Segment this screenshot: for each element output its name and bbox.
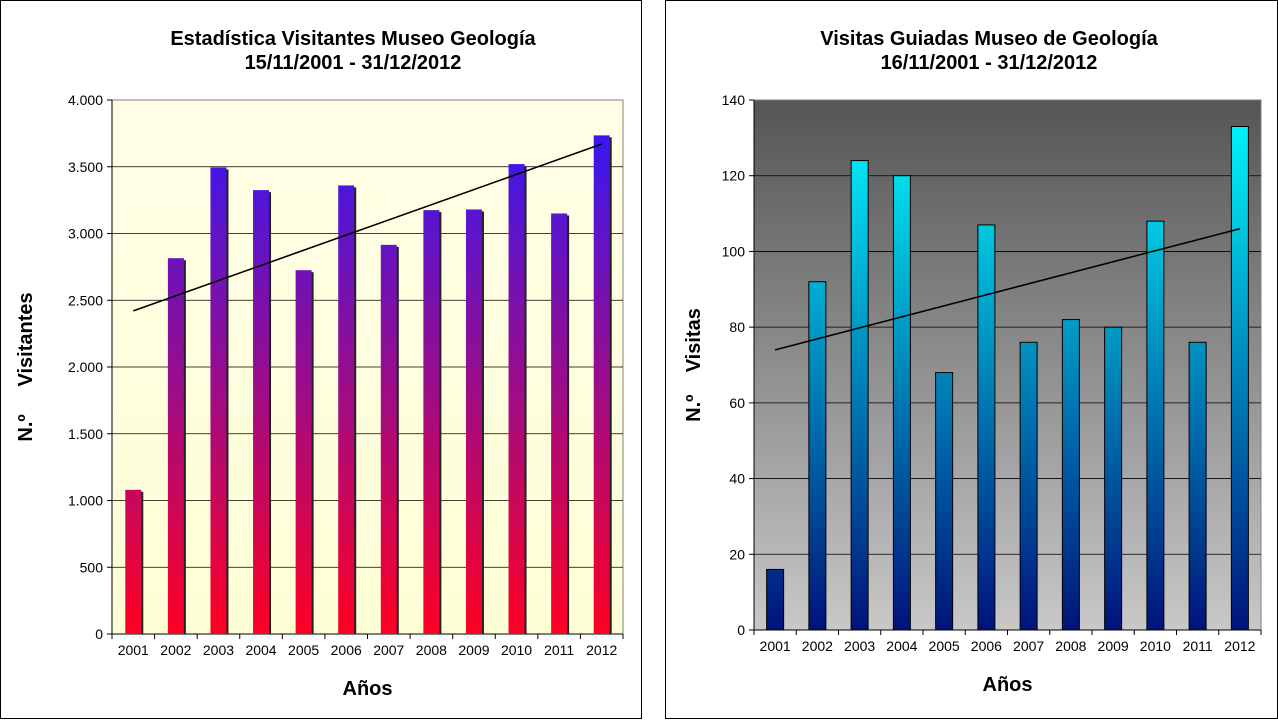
y-tick-labels: 0 500 1.000 1.500 2.000 2.500 3.000 3.500 4.000 (68, 92, 103, 642)
bar-2004 (253, 190, 270, 635)
y-tick-label: 100 (722, 243, 746, 259)
trendline (774, 227, 1241, 351)
x-tick-label: 2008 (416, 642, 447, 658)
x-tick-label: 2005 (288, 642, 319, 658)
bar-2010 (508, 164, 525, 634)
y-tick-label: 40 (729, 471, 745, 487)
bar-2001 (766, 568, 785, 631)
trendline-group (133, 143, 602, 312)
y-tick-label: 3.500 (68, 159, 103, 175)
x-tick-label: 2004 (245, 642, 276, 658)
y-axis-label: N.º Visitas (683, 308, 705, 422)
bar-2011 (1188, 341, 1207, 631)
bar-2003 (850, 160, 869, 631)
trendline-group (774, 227, 1241, 351)
y-axis-label: N.º Visitantes (15, 292, 37, 441)
x-tick-labels: 2001 2002 2003 2004 2005 2006 2007 2008 2009 2010… (118, 642, 618, 658)
y-tick-label: 1.500 (68, 426, 103, 442)
x-tick-label: 2004 (886, 638, 917, 654)
bar-2010 (1146, 220, 1165, 631)
x-tick-label: 2006 (971, 638, 1002, 654)
chart-panel-visitantes: 0 500 1.000 1.500 2.000 2.500 3.000 3.500 4.000 … (0, 0, 642, 719)
y-tick-label: 140 (722, 92, 746, 108)
bar-2005 (295, 270, 312, 634)
y-tick-label: 60 (729, 395, 745, 411)
x-tick-label: 2009 (458, 642, 489, 658)
chart-title: Visitas Guiadas Museo de Geología (820, 28, 1158, 50)
bar-2002 (808, 281, 827, 631)
x-tick-label: 2001 (118, 642, 149, 658)
y-tick-label: 2.000 (68, 359, 103, 375)
y-tick-labels: 0 20 40 60 80 100 120 140 (722, 92, 746, 638)
bar-2008 (423, 210, 440, 634)
bars (766, 126, 1249, 631)
chart-subtitle: 15/11/2001 - 31/12/2012 (245, 52, 462, 74)
y-tick-label: 80 (729, 319, 745, 335)
x-tick-label: 2008 (1055, 638, 1086, 654)
x-tick-label: 2002 (802, 638, 833, 654)
bar-2007 (1019, 341, 1038, 631)
x-tick-label: 2003 (844, 638, 875, 654)
x-tick-label: 2002 (160, 642, 191, 658)
x-tick-label: 2007 (373, 642, 404, 658)
y-tick-label: 0 (95, 626, 103, 642)
bar-2006 (338, 185, 355, 634)
x-tick-label: 2006 (331, 642, 362, 658)
x-tick-label: 2001 (760, 638, 791, 654)
bar-2009 (1104, 326, 1123, 631)
bar-2012 (593, 135, 610, 634)
bar-2009 (465, 209, 482, 634)
bar-2011 (551, 213, 568, 634)
bar-2005 (935, 372, 954, 631)
y-tick-label: 20 (729, 546, 745, 562)
bar-2008 (1061, 319, 1080, 631)
trendline (133, 143, 602, 312)
bars (125, 135, 612, 635)
x-tick-label: 2005 (929, 638, 960, 654)
x-tick-label: 2009 (1098, 638, 1129, 654)
bar-2004 (892, 175, 911, 631)
chart-visitantes: 05001.0001.5002.0002.5003.0003.5004.000 … (15, 28, 624, 700)
y-tick-label: 120 (722, 168, 746, 184)
x-tick-label: 2010 (501, 642, 532, 658)
bar-2002 (167, 258, 184, 634)
plot-area (753, 99, 1262, 631)
x-tick-label: 2003 (203, 642, 234, 658)
y-tick-label: 1.000 (68, 493, 103, 509)
x-tick-label: 2010 (1140, 638, 1171, 654)
x-axis-label: Años (343, 678, 393, 700)
x-tick-label: 2012 (586, 642, 617, 658)
gridlines (749, 99, 1262, 635)
y-tick-label: 2.500 (68, 292, 103, 308)
x-tick-label: 2011 (544, 642, 574, 658)
x-tick-label: 2012 (1224, 638, 1255, 654)
bar-2007 (380, 244, 397, 634)
bar-2006 (977, 224, 996, 631)
chart-panel-visitas-guiadas: 0 20 40 60 80 100 120 140 2001 2002 2003 2004 2005 2… (665, 0, 1278, 719)
chart-title: Estadística Visitantes Museo Geología (170, 28, 536, 50)
y-tick-label: 0 (737, 622, 745, 638)
bar-2012 (1230, 126, 1249, 631)
chart-subtitle: 16/11/2001 - 31/12/2012 (881, 52, 1098, 74)
x-axis-label: Años (983, 674, 1033, 696)
y-tick-label: 3.000 (68, 226, 103, 242)
y-tick-label: 500 (80, 559, 104, 575)
y-tick-label: 4.000 (68, 92, 103, 108)
x-tick-label: 2011 (1183, 638, 1213, 654)
bar-2001 (125, 489, 142, 634)
x-tick-labels: 2001 2002 2003 2004 2005 2006 2007 2008 2009 2010… (760, 638, 1256, 654)
bar-2003 (210, 167, 227, 635)
x-tick-label: 2007 (1013, 638, 1044, 654)
